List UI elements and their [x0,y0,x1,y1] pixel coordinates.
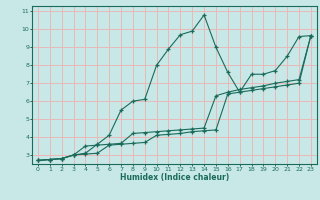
X-axis label: Humidex (Indice chaleur): Humidex (Indice chaleur) [120,173,229,182]
